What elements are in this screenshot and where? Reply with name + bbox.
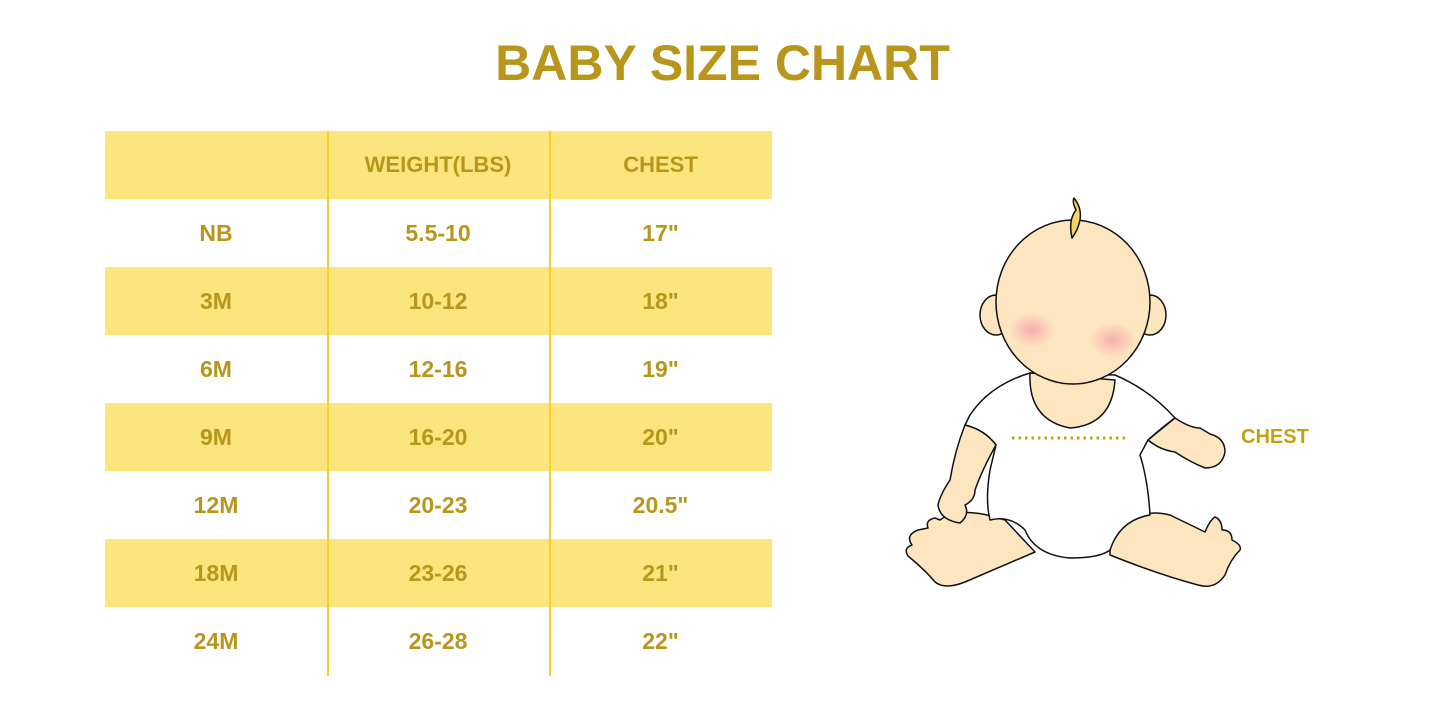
weight-cell: 23-26 <box>408 559 468 586</box>
table-row: NB 5.5-10 17" <box>105 199 772 267</box>
weight-cell: 20-23 <box>408 491 468 518</box>
size-cell: 12M <box>193 491 239 518</box>
weight-cell: 26-28 <box>408 627 468 654</box>
left-arm <box>937 424 997 524</box>
table-row: 6M 12-16 19" <box>105 335 772 403</box>
table-row: 3M 10-12 18" <box>105 267 772 335</box>
chest-label: CHEST <box>1241 426 1309 448</box>
size-cell: 3M <box>200 287 232 314</box>
head <box>995 219 1151 385</box>
weight-cell: 16-20 <box>408 423 468 450</box>
page-title: BABY SIZE CHART <box>495 35 950 91</box>
size-table: WEIGHT(LBS) CHEST NB 5.5-10 17" 3M 10-12… <box>105 131 772 675</box>
size-cell: 9M <box>200 423 232 450</box>
header-weight: WEIGHT(LBS) <box>364 152 512 177</box>
weight-cell: 12-16 <box>408 355 468 382</box>
weight-cell: 5.5-10 <box>405 219 471 246</box>
table-header-row: WEIGHT(LBS) CHEST <box>105 131 772 199</box>
chest-cell: 22" <box>642 627 679 654</box>
chest-cell: 21" <box>642 559 679 586</box>
table-row: 24M 26-28 22" <box>105 607 772 675</box>
chest-cell: 19" <box>642 355 679 382</box>
right-arm <box>1147 417 1226 469</box>
chest-cell: 17" <box>642 219 679 246</box>
size-cell: 24M <box>193 627 239 654</box>
weight-cell: 10-12 <box>408 287 468 314</box>
chest-cell: 20.5" <box>632 491 689 518</box>
table-row: 12M 20-23 20.5" <box>105 471 772 539</box>
chest-cell: 18" <box>642 287 679 314</box>
chest-cell: 20" <box>642 423 679 450</box>
hair-curl <box>1069 197 1082 239</box>
size-cell: 18M <box>193 559 239 586</box>
column-divider <box>327 131 329 676</box>
left-cheek-blush <box>1008 312 1056 348</box>
left-foot <box>905 511 1036 587</box>
column-divider <box>549 131 551 676</box>
size-cell: NB <box>199 219 233 246</box>
table-row: 9M 16-20 20" <box>105 403 772 471</box>
neck <box>1029 372 1116 429</box>
size-cell: 6M <box>200 355 232 382</box>
header-chest: CHEST <box>623 152 698 177</box>
table-row: 18M 23-26 21" <box>105 539 772 607</box>
right-cheek-blush <box>1089 322 1137 358</box>
right-foot <box>1109 512 1242 587</box>
